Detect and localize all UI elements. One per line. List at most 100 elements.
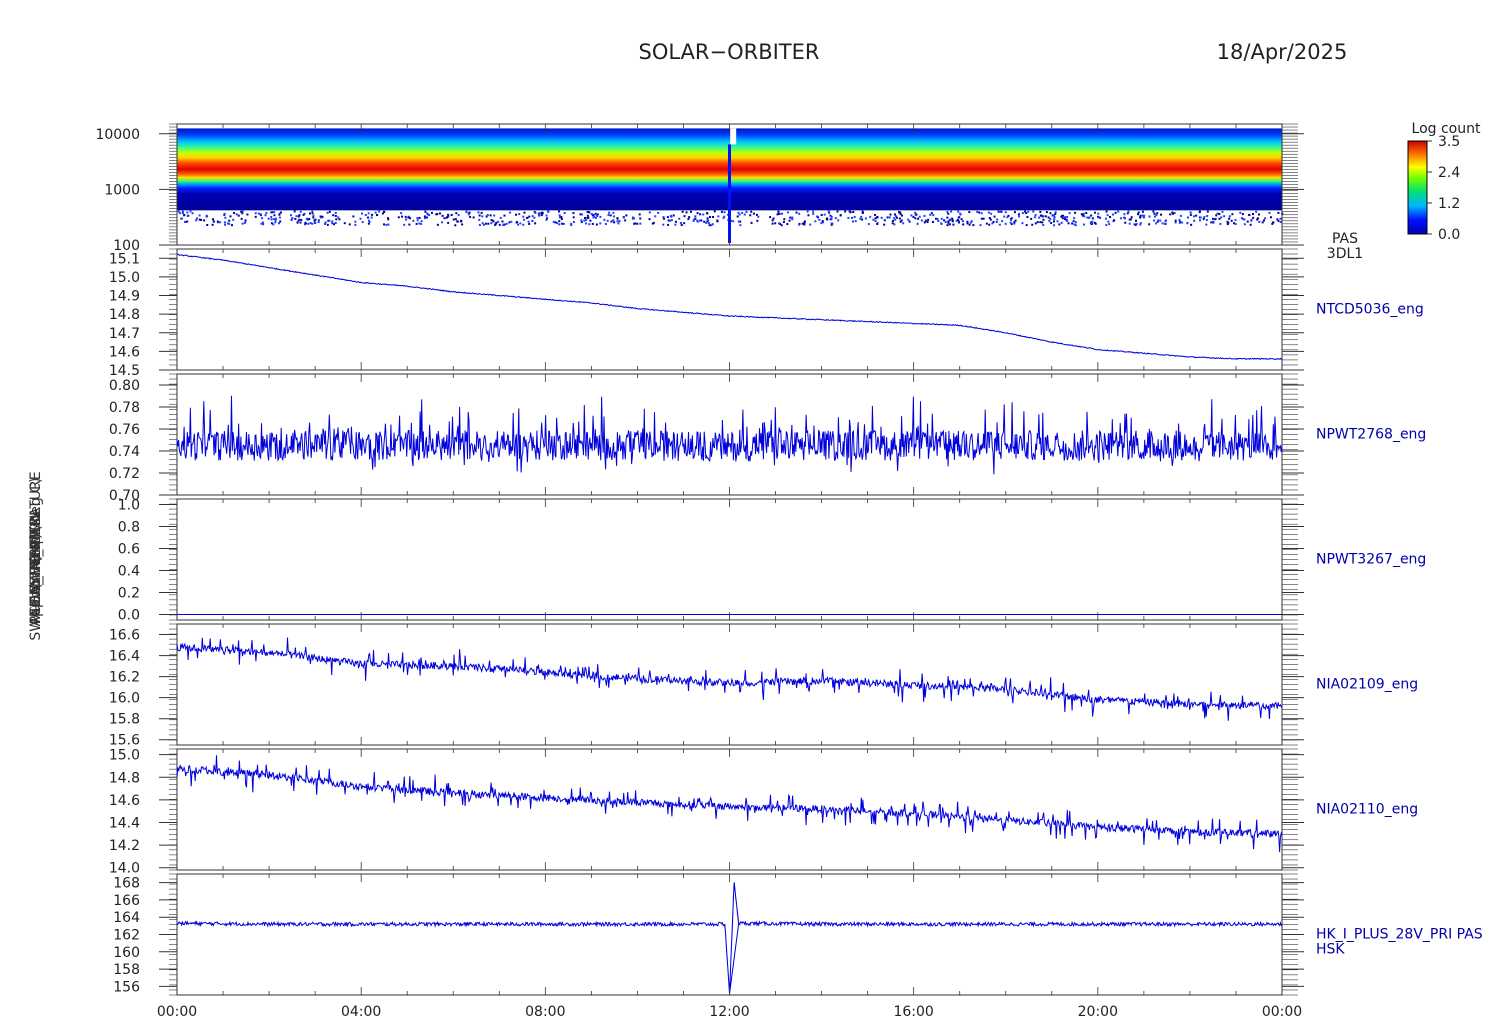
spectrogram-speckle — [523, 211, 526, 214]
spectrogram-speckle — [299, 221, 302, 224]
spectrogram-speckle — [648, 218, 651, 221]
spectrogram-speckle — [1031, 223, 1034, 226]
spectrogram-speckle — [223, 221, 226, 224]
spectrogram-speckle — [1034, 222, 1037, 225]
spectrogram-speckle — [1252, 216, 1255, 219]
spectrogram-speckle — [667, 223, 670, 226]
spectrogram-speckle — [1173, 211, 1176, 214]
spectrogram-speckle — [1227, 221, 1230, 224]
spectrogram-speckle — [952, 223, 955, 226]
spectrogram-speckle — [1226, 220, 1229, 223]
spectrogram-speckle — [343, 222, 346, 225]
spectrogram-speckle — [502, 223, 505, 226]
spectrogram-speckle — [1093, 211, 1096, 214]
spectrogram-speckle — [687, 218, 690, 221]
spectrogram-speckle — [585, 218, 588, 221]
panel-right-label: HK_I_PLUS_28V_PRI PAS — [1316, 927, 1483, 943]
spectrogram-speckle — [907, 218, 910, 221]
spectrogram-speckle — [259, 213, 262, 216]
spectrogram-speckle — [657, 211, 660, 214]
spectrogram-speckle — [183, 220, 186, 223]
spectrogram-speckle — [648, 211, 651, 214]
spectrogram-speckle — [803, 220, 806, 223]
spectrogram-speckle — [1051, 214, 1054, 217]
spectrogram-speckle — [1243, 218, 1246, 221]
spectrogram-speckle — [1157, 219, 1160, 222]
spectrogram-speckle — [1082, 212, 1085, 215]
spectrogram-speckle — [274, 217, 277, 220]
spectrogram-speckle — [779, 222, 782, 225]
spectrogram-speckle — [371, 213, 374, 216]
spectrogram-speckle — [423, 215, 426, 218]
spectrogram-speckle — [311, 212, 314, 215]
spectrogram-speckle — [778, 212, 781, 215]
spectrogram-speckle — [482, 223, 485, 226]
spectrogram-speckle — [307, 222, 310, 225]
spectrogram-speckle — [888, 216, 891, 219]
spectrogram-speckle — [198, 214, 201, 217]
spectrogram-speckle — [509, 211, 512, 214]
spectrogram-speckle — [786, 223, 789, 226]
spectrogram-speckle — [678, 217, 681, 220]
spectrogram-speckle — [244, 219, 247, 222]
spectrogram-speckle — [831, 222, 834, 225]
spectrogram-speckle — [1206, 214, 1209, 217]
spectrogram-speckle — [636, 222, 639, 225]
spectrogram-speckle — [1256, 218, 1259, 221]
spectrogram-speckle — [527, 220, 530, 223]
spectrogram-speckle — [198, 218, 201, 221]
spectrogram-speckle — [1060, 215, 1063, 218]
spectrogram-speckle — [186, 211, 189, 214]
spectrogram-speckle — [1248, 213, 1251, 216]
spectrogram-speckle — [490, 222, 493, 225]
spectrogram-speckle — [426, 213, 429, 216]
spectrogram-speckle — [951, 219, 954, 222]
spectrogram-speckle — [898, 217, 901, 220]
spectrogram-speckle — [1025, 212, 1028, 215]
spectrogram-speckle — [850, 216, 853, 219]
spectrogram-speckle — [270, 222, 273, 225]
spectrogram-speckle — [1128, 218, 1131, 221]
spectrogram-speckle — [241, 222, 244, 225]
spectrogram-speckle — [957, 210, 960, 213]
spectrogram-speckle — [228, 219, 231, 222]
spectrogram-speckle — [683, 215, 686, 218]
spectrogram-speckle — [1050, 221, 1053, 224]
spectrogram-speckle — [1000, 210, 1003, 213]
spectrogram-speckle — [558, 220, 561, 223]
y-tick-label: 16.2 — [109, 670, 140, 686]
spectrogram-speckle — [206, 215, 209, 218]
spectrogram-speckle — [774, 222, 777, 225]
spectrogram-speckle — [830, 216, 833, 219]
spectrogram-speckle — [186, 220, 189, 223]
spectrogram-speckle — [1218, 213, 1221, 216]
spectrogram-speckle — [889, 213, 892, 216]
spectrogram-speckle — [1255, 210, 1258, 213]
spectrogram-speckle — [654, 215, 657, 218]
spectrogram-speckle — [1228, 215, 1231, 218]
spectrogram-speckle — [1105, 224, 1108, 227]
spectrogram-speckle — [278, 216, 281, 219]
spectrogram-speckle — [560, 218, 563, 221]
spectrogram-speckle — [367, 212, 370, 215]
spectrogram-speckle — [364, 214, 367, 217]
spectrogram-speckle — [970, 220, 973, 223]
spectrogram-speckle — [226, 222, 229, 225]
spectrogram-speckle — [1223, 215, 1226, 218]
spectrogram-speckle — [1074, 224, 1077, 227]
spectrogram-speckle — [1234, 223, 1237, 226]
spectrogram-speckle — [948, 219, 951, 222]
spectrogram-speckle — [696, 219, 699, 222]
spectrogram-speckle — [1058, 223, 1061, 226]
spectrogram-speckle — [993, 215, 996, 218]
spectrogram-speckle — [943, 219, 946, 222]
y-tick-label: 0.80 — [109, 378, 140, 394]
spectrogram-speckle — [861, 211, 864, 214]
spectrogram-speckle — [262, 223, 265, 226]
spectrogram-speckle — [638, 213, 641, 216]
spectrogram-speckle — [745, 210, 748, 213]
spectrogram-speckle — [996, 218, 999, 221]
